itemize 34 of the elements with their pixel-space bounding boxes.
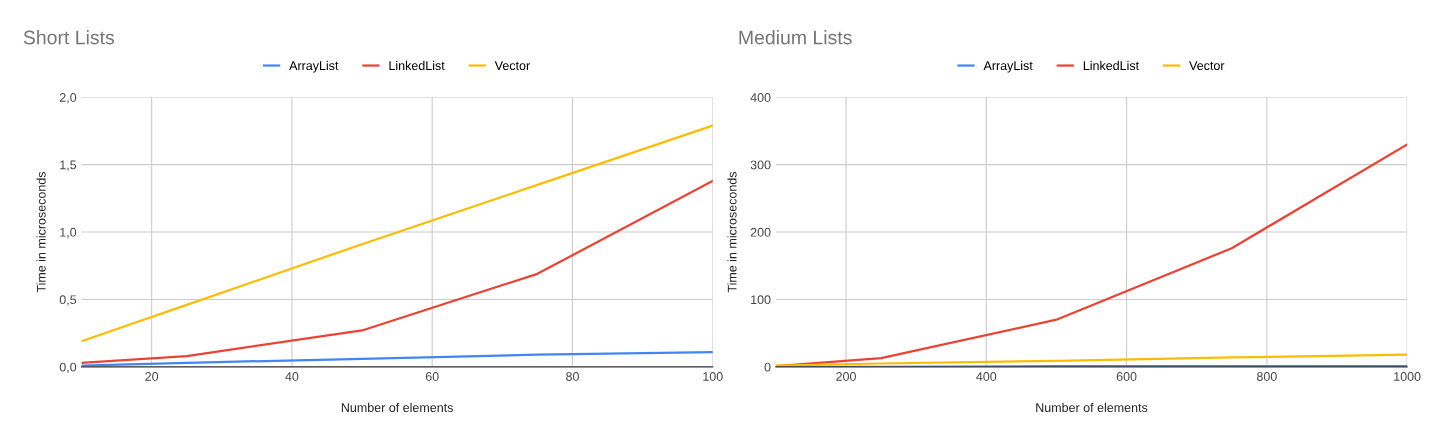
line-series xyxy=(81,124,713,343)
chart-title: Short Lists xyxy=(23,30,115,45)
x-tick-label: 100 xyxy=(703,372,723,381)
legend-label: Vector xyxy=(1189,61,1225,71)
x-tick-label: 40 xyxy=(285,372,299,381)
y-tick-label: 0,0 xyxy=(59,362,77,373)
x-tick-label: 400 xyxy=(976,372,997,381)
legend-label: LinkedList xyxy=(1083,60,1139,71)
x-tick-label: 600 xyxy=(1116,372,1137,381)
y-axis-title: Time in microseconds xyxy=(727,171,737,293)
legend-label: Vector xyxy=(494,61,530,71)
chart-title: Medium Lists xyxy=(739,30,852,45)
legend-label: ArrayList xyxy=(983,60,1033,73)
x-tick-label: 80 xyxy=(566,372,579,381)
y-tick-label: 0 xyxy=(764,362,771,372)
y-tick-label: 2,0 xyxy=(59,93,77,104)
y-tick-label: 400 xyxy=(750,93,771,102)
y-tick-label: 1,5 xyxy=(60,160,77,171)
x-tick-label: 20 xyxy=(145,372,159,381)
x-axis-title: Number of elements xyxy=(1036,402,1148,412)
x-tick-label: 200 xyxy=(836,372,856,381)
x-tick-label: 1000 xyxy=(1394,372,1421,381)
legend-label: ArrayList xyxy=(289,60,339,73)
x-axis-title: Number of elements xyxy=(341,402,453,412)
y-tick-label: 100 xyxy=(751,295,771,305)
x-tick-label: 800 xyxy=(1256,372,1277,381)
x-tick-label: 60 xyxy=(425,372,439,381)
line-series xyxy=(775,353,1408,367)
y-axis-title: Time in microseconds xyxy=(36,171,46,293)
y-tick-label: 200 xyxy=(750,227,771,237)
y-tick-label: 0,5 xyxy=(59,295,77,306)
legend-label: LinkedList xyxy=(389,60,445,71)
y-tick-label: 300 xyxy=(750,160,771,170)
y-tick-label: 1,0 xyxy=(60,227,77,239)
